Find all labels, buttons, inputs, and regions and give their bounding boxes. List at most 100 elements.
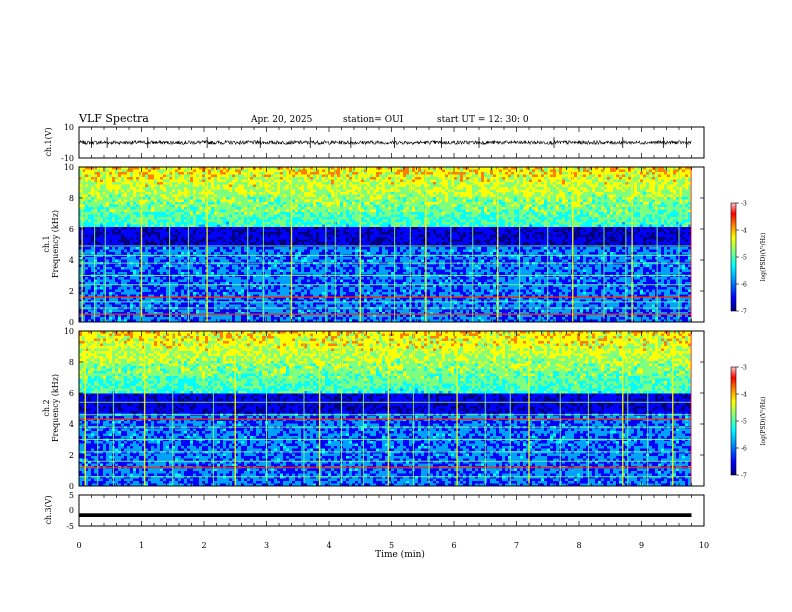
spectrogram-cell	[667, 219, 671, 223]
spectrogram-cell	[346, 182, 350, 185]
spectrogram-cell	[178, 194, 182, 198]
spectrogram-cell	[610, 197, 614, 200]
spectrogram-cell	[277, 169, 281, 173]
spectrogram-cell	[184, 194, 188, 198]
spectrogram-cell	[259, 187, 263, 190]
spectrogram-cell	[436, 194, 440, 198]
spectrogram-cell	[175, 192, 179, 195]
spectrogram-cell	[217, 212, 221, 215]
spectrogram-cell	[127, 189, 131, 193]
spectrogram-cell	[301, 184, 305, 188]
spectrogram-cell	[157, 192, 161, 195]
spectrogram-cell	[94, 214, 98, 218]
spectrogram-cell	[499, 204, 503, 208]
spectrogram-cell	[376, 207, 380, 210]
spectrogram-cell	[145, 207, 149, 210]
spectrogram-cell	[487, 167, 491, 170]
spectrogram-cell	[652, 204, 656, 208]
spectrogram-cell	[421, 204, 425, 208]
spectrogram-cell	[193, 179, 197, 183]
spectrogram-cell	[628, 167, 632, 170]
spectrogram-cell	[661, 219, 665, 223]
spectrogram-cell	[415, 224, 419, 228]
spectrogram-cell	[319, 179, 323, 183]
spectrogram-cell	[499, 174, 503, 178]
spectrogram-cell	[478, 174, 482, 178]
spectrogram-cell	[274, 204, 278, 208]
spectrogram-cell	[574, 182, 578, 185]
spectrogram-cell	[454, 179, 458, 183]
spectrogram-cell	[313, 184, 317, 188]
spectrogram-cell	[247, 182, 251, 185]
spectrogram-cell	[145, 167, 149, 170]
spectrogram-cell	[193, 207, 197, 210]
spectrogram-cell	[640, 174, 644, 178]
spectrogram-cell	[514, 189, 518, 193]
spectrogram-cell	[304, 189, 308, 193]
spectrogram-cell	[319, 189, 323, 193]
spectrogram-cell	[319, 184, 323, 188]
spectrogram-cell	[394, 222, 398, 225]
spectrogram-cell	[340, 182, 344, 185]
spectrogram-cell	[184, 179, 188, 183]
spectrogram-cell	[259, 212, 263, 215]
spectrogram-cell	[637, 217, 641, 220]
spectrogram-cell	[208, 197, 212, 200]
spectrogram-cell	[325, 224, 329, 228]
spectrogram-cell	[370, 174, 374, 178]
spectrogram-cell	[616, 219, 620, 223]
spectrogram-cell	[298, 217, 302, 220]
spectrogram-cell	[277, 209, 281, 213]
spectrogram-cell	[652, 209, 656, 213]
spectrogram-cell	[319, 209, 323, 213]
spectrogram-cell	[310, 212, 314, 215]
spectrogram-cell	[610, 179, 614, 183]
spectrogram-cell	[577, 204, 581, 208]
spectrogram-cell	[121, 219, 125, 223]
spectrogram-cell	[553, 207, 557, 210]
spectrogram-cell	[295, 177, 299, 180]
spectrogram-cell	[625, 204, 629, 208]
spectrogram-cell	[502, 214, 506, 218]
spectrogram-cell	[148, 224, 152, 228]
spectrogram-cell	[349, 212, 353, 215]
spectrogram-cell	[457, 197, 461, 200]
spectrogram-cell	[331, 194, 335, 198]
spectrogram-cell	[223, 217, 227, 220]
spectrogram-cell	[379, 184, 383, 188]
spectrogram-cell	[406, 167, 410, 170]
spectrogram-cell	[148, 212, 152, 215]
spectrogram-cell	[247, 209, 251, 213]
spectrogram-cell	[595, 189, 599, 193]
spectrogram-cell	[460, 197, 464, 200]
spectrogram-cell	[481, 172, 485, 175]
spectrogram-cell	[679, 217, 683, 220]
spectrogram-cell	[247, 187, 251, 190]
spectrogram-cell	[241, 172, 245, 175]
spectrogram-cell	[100, 174, 104, 178]
spectrogram-cell	[520, 172, 524, 175]
spectrogram-cell	[193, 167, 197, 170]
spectrogram-cell	[298, 169, 302, 173]
spectrogram-cell	[586, 182, 590, 185]
spectrogram-cell	[385, 219, 389, 223]
spectrogram-cell	[472, 177, 476, 180]
spectrogram-cell	[148, 192, 152, 195]
spectrogram-cell	[532, 172, 536, 175]
spectrogram-cell	[616, 202, 620, 205]
spectrogram-cell	[667, 169, 671, 173]
spectrogram-cell	[175, 219, 179, 223]
spectrogram-cell	[142, 192, 146, 195]
spectrogram-cell	[199, 172, 203, 175]
spectrogram-cell	[442, 187, 446, 190]
spectrogram-cell	[292, 182, 296, 185]
spectrogram-cell	[379, 182, 383, 185]
spectrogram-cell	[667, 222, 671, 225]
spectrogram-cell	[109, 199, 113, 203]
spectrogram-cell	[490, 212, 494, 215]
spectrogram-cell	[469, 194, 473, 198]
spectrogram-cell	[319, 214, 323, 218]
spectrogram-cell	[307, 219, 311, 223]
spectrogram-cell	[325, 184, 329, 188]
spectrogram-cell	[289, 217, 293, 220]
